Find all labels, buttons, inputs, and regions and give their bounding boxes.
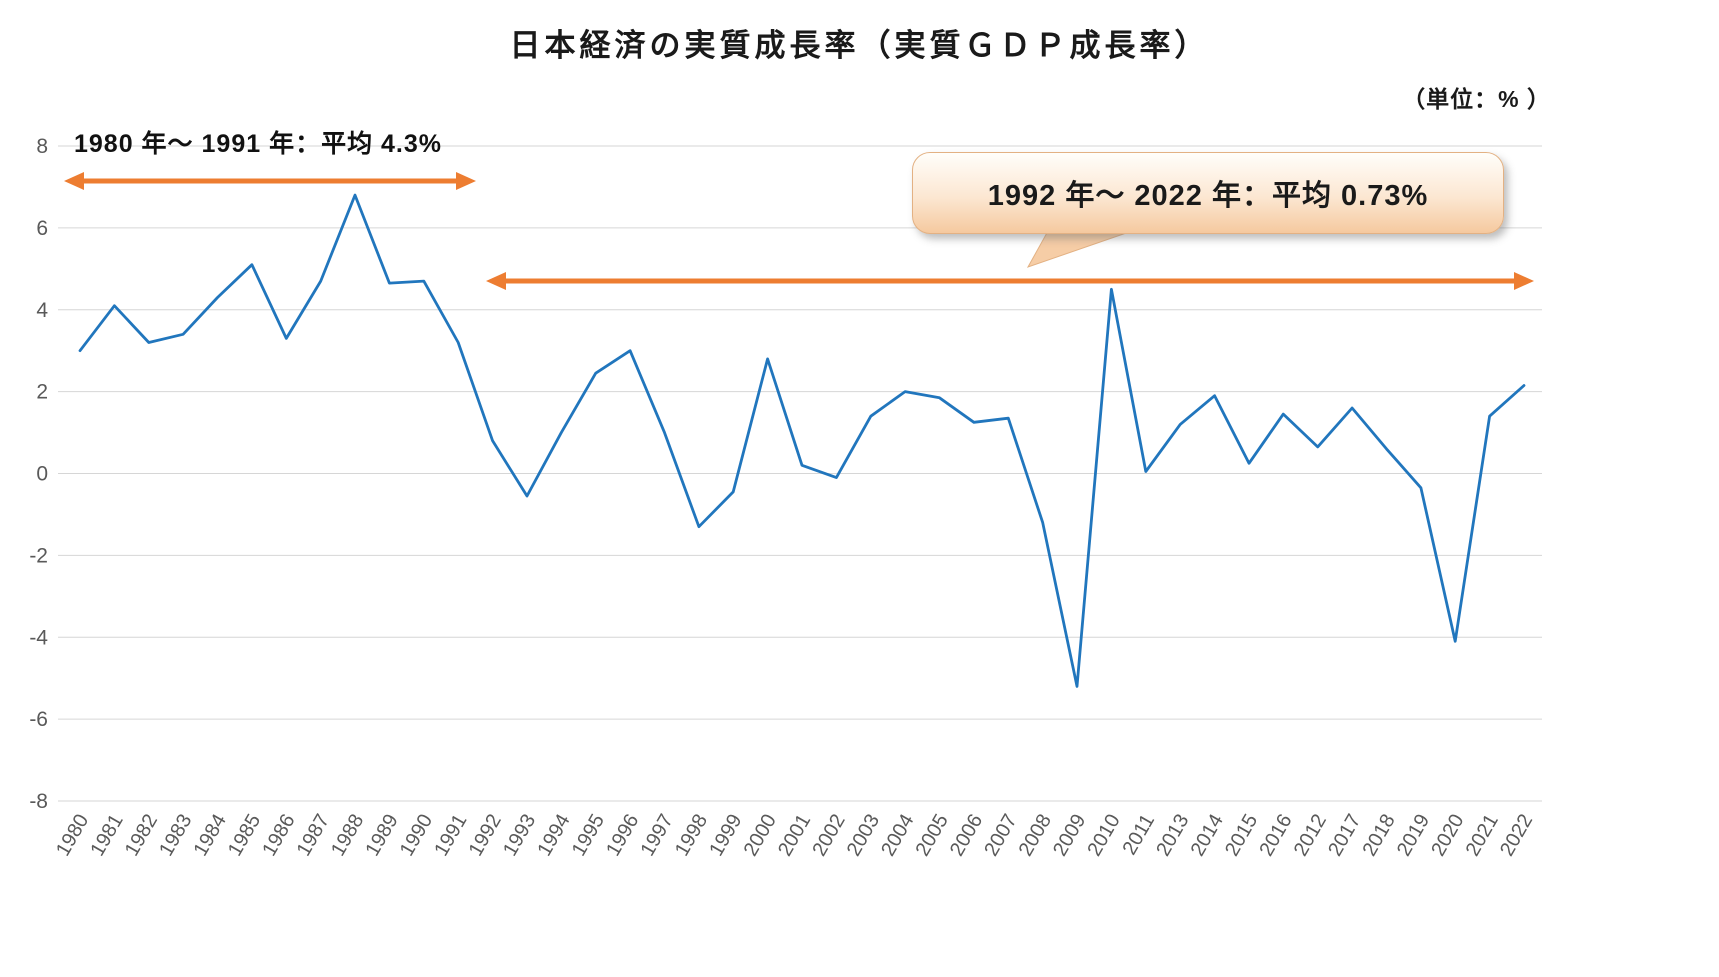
x-axis-tick-label: 2009 [1049,811,1090,861]
x-axis-tick-label: 2017 [1324,811,1365,861]
x-axis-tick-label: 1980 [52,811,93,861]
x-axis-tick-label: 1986 [258,811,299,861]
x-axis-tick-label: 1995 [568,811,609,861]
x-axis-tick-label: 2000 [740,811,781,861]
gdp-growth-line-series [78,193,1526,688]
x-axis-tick-label: 2005 [912,811,953,861]
x-axis-tick-label: 1994 [533,811,574,861]
x-axis-tick-label: 2008 [1015,811,1056,861]
x-axis-tick-label: 2006 [946,811,987,861]
x-axis-tick-label: 1997 [637,811,678,861]
x-axis-tick-label: 2004 [877,811,918,861]
y-axis-tick-label: -8 [29,790,48,813]
x-axis-tick-label: 2022 [1496,811,1537,861]
y-axis-tick-label: -6 [29,708,48,731]
x-axis-tick-label: 2021 [1462,811,1503,861]
y-axis-tick-label: 2 [36,381,48,404]
y-axis-tick-label: 6 [36,217,48,240]
y-axis-tick-label: 8 [36,135,48,158]
period2-arrow-left-arrowhead [486,272,506,290]
x-axis-tick-label: 1981 [86,811,127,861]
x-axis-tick-label: 2012 [1290,811,1331,861]
y-axis-tick-label: 0 [36,463,48,486]
y-axis-tick-label: -2 [29,544,48,567]
y-axis-tick-label: -4 [29,626,48,649]
x-axis-tick-label: 2011 [1119,811,1160,859]
x-axis-tick-label: 1988 [327,811,368,861]
x-axis-tick-label: 2013 [1152,811,1193,861]
y-axis-tick-label: 4 [36,299,48,322]
x-axis-tick-label: 1984 [190,811,231,861]
x-axis-tick-label: 1982 [121,811,162,861]
x-axis-tick-label: 1985 [224,811,265,861]
x-axis-tick-label: 2020 [1427,811,1468,861]
x-axis-tick-label: 1996 [602,811,643,861]
x-axis-tick-label: 1983 [155,811,196,861]
x-axis-tick-label: 2018 [1359,811,1400,861]
chart-title: 日本経済の実質成長率（実質ＧＤＰ成長率） [509,28,1210,63]
x-axis-tick-label: 1998 [671,811,712,861]
period1-annotation-label: 1980 年～ 1991 年：平均 4.3% [74,130,442,158]
period1-arrow-left-arrowhead [64,172,84,190]
period1-arrow-right-arrowhead [456,172,476,190]
x-axis-tick-label: 1999 [705,811,746,861]
callout-tail-shape [1026,231,1133,268]
period2-arrow-right-arrowhead [1514,272,1534,290]
x-axis-tick-label: 1989 [361,811,402,861]
period2-annotation-label: 1992 年～ 2022 年：平均 0.73% [987,180,1429,212]
callout-tail [1026,231,1133,268]
x-axis-tick-label: 2019 [1393,811,1434,861]
unit-label: （単位：% ） [1402,86,1551,112]
x-axis-tick-label: 2015 [1221,811,1262,861]
x-axis-tick-label: 1992 [465,811,506,861]
x-axis-tick-label: 2016 [1255,811,1296,861]
x-axis-tick-label: 2010 [1083,811,1124,861]
x-axis-tick-label: 2014 [1187,811,1228,861]
x-axis-tick-label: 2001 [774,811,815,861]
x-axis-tick-label: 2007 [980,811,1021,861]
x-axis-tick-label: 1987 [293,811,334,861]
x-axis-tick-label: 1993 [499,811,540,861]
x-axis-tick-label: 1991 [430,811,471,861]
x-axis-tick-label: 1990 [396,811,437,861]
x-axis-tick-label: 2003 [843,811,884,861]
period2-annotation-callout: 1992 年～ 2022 年：平均 0.73% [912,152,1504,234]
x-axis-tick-label: 2002 [808,811,849,861]
